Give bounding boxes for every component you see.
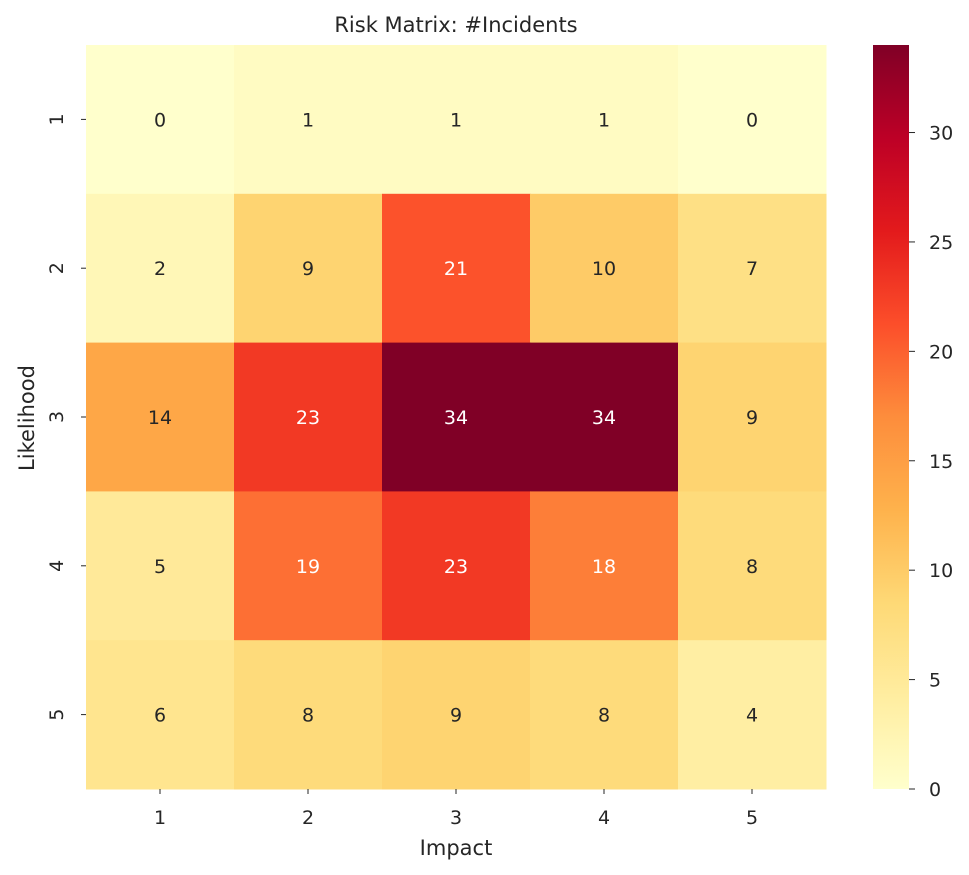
cell-value-label: 23 (296, 407, 320, 429)
y-axis-label: Likelihood (15, 365, 39, 471)
cell-value-label: 7 (746, 258, 758, 280)
cell-value-label: 6 (154, 705, 166, 727)
heatmap-cell (382, 342, 531, 492)
heatmap-cell (86, 193, 235, 344)
colorbar-tick-label: 20 (929, 341, 953, 363)
y-tick-label: 1 (46, 113, 68, 125)
heatmap-cell (382, 491, 531, 641)
cell-value-label: 1 (598, 109, 610, 131)
heatmap-cell (530, 45, 679, 195)
cell-value-label: 4 (746, 705, 758, 727)
cell-value-label: 8 (746, 556, 758, 578)
cell-value-label: 18 (592, 556, 616, 578)
heatmap-cell (234, 640, 383, 790)
x-axis-ticks: 1 2 3 4 5 (154, 789, 758, 829)
colorbar-tick-label: 15 (929, 451, 953, 473)
heatmap-cell (678, 640, 827, 790)
heatmap-cell (678, 342, 827, 492)
heatmap-cell (86, 45, 235, 195)
colorbar-tick-label: 30 (929, 123, 953, 145)
heatmap-cell (86, 342, 235, 492)
cell-value-label: 19 (296, 556, 320, 578)
y-tick-label: 2 (46, 262, 68, 274)
cell-value-label: 9 (746, 407, 758, 429)
colorbar-tick-label: 0 (929, 779, 941, 801)
cell-value-label: 14 (148, 407, 172, 429)
heatmap-cell (234, 45, 383, 195)
heatmap-cell (678, 491, 827, 641)
heatmap-cell (234, 193, 383, 344)
y-axis-ticks: 1 2 3 4 5 (46, 113, 86, 721)
cell-value-label: 9 (302, 258, 314, 280)
heatmap-cell (678, 45, 827, 195)
colorbar: 0 5 10 15 20 25 30 (873, 45, 953, 801)
heatmap-cell (530, 640, 679, 790)
heatmap-cell (530, 491, 679, 641)
heatmap-cell (86, 640, 235, 790)
x-tick-label: 3 (450, 807, 462, 829)
x-tick-label: 4 (598, 807, 610, 829)
cell-value-label: 34 (592, 407, 616, 429)
x-tick-label: 5 (746, 807, 758, 829)
heatmap-cell (234, 342, 383, 492)
heatmap-cell (382, 193, 531, 344)
chart-title: Risk Matrix: #Incidents (334, 13, 577, 37)
y-tick-label: 5 (46, 709, 68, 721)
cell-value-label: 8 (598, 705, 610, 727)
cell-value-label: 21 (444, 258, 468, 280)
heatmap-cell (530, 342, 679, 492)
cell-value-label: 9 (450, 705, 462, 727)
cell-value-label: 5 (154, 556, 166, 578)
cell-value-label: 0 (746, 109, 758, 131)
cell-value-label: 0 (154, 109, 166, 131)
y-tick-label: 3 (46, 411, 68, 423)
heatmap-cell (530, 193, 679, 344)
cell-value-label: 2 (154, 258, 166, 280)
colorbar-gradient (873, 45, 909, 789)
colorbar-tick-label: 5 (929, 670, 941, 692)
colorbar-tick-label: 25 (929, 232, 953, 254)
heatmap-cell (86, 491, 235, 641)
heatmap-cell (234, 491, 383, 641)
heatmap-cell (382, 45, 531, 195)
x-axis-label: Impact (420, 836, 493, 860)
y-tick-label: 4 (46, 560, 68, 572)
heatmap-cell (382, 640, 531, 790)
x-tick-label: 1 (154, 807, 166, 829)
cell-value-label: 8 (302, 705, 314, 727)
cell-value-label: 1 (450, 109, 462, 131)
cell-value-label: 23 (444, 556, 468, 578)
heatmap-cells: 0 1 1 1 02 9 21 10 714 23 34 34 95 19 23 18 86 8 9 8 4 (86, 45, 827, 790)
x-tick-label: 2 (302, 807, 314, 829)
colorbar-tick-label: 10 (929, 560, 953, 582)
cell-value-label: 1 (302, 109, 314, 131)
cell-value-label: 10 (592, 258, 616, 280)
heatmap-cell (678, 193, 827, 344)
cell-value-label: 34 (444, 407, 468, 429)
